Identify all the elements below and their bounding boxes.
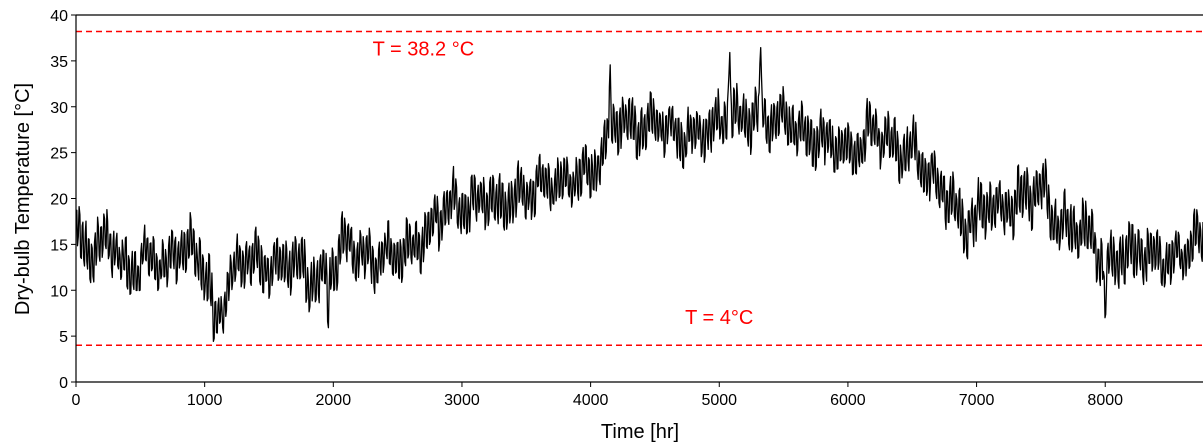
x-tick-label: 5000 bbox=[701, 392, 737, 409]
y-tick-label: 25 bbox=[50, 146, 68, 163]
x-tick-label: 0 bbox=[72, 392, 81, 409]
x-tick-label: 7000 bbox=[959, 392, 995, 409]
x-tick-label: 2000 bbox=[316, 392, 352, 409]
x-tick-label: 6000 bbox=[830, 392, 866, 409]
reference-lines: T = 38.2 °C T = 4°C bbox=[76, 30, 1203, 347]
y-tick-label: 30 bbox=[50, 100, 68, 117]
y-tick-label: 10 bbox=[50, 283, 68, 300]
y-tick-label: 35 bbox=[50, 54, 68, 71]
reference-label-1: T = 4°C bbox=[685, 307, 753, 329]
reference-label-0: T = 38.2 °C bbox=[373, 38, 475, 60]
y-tick-label: 5 bbox=[59, 329, 68, 346]
tick-labels: 0 1000 2000 3000 4000 5000 6000 7000 8000 0 5 10 15 2… bbox=[50, 8, 1123, 409]
x-tick-label: 4000 bbox=[573, 392, 609, 409]
y-axis-label: Dry-bulb Temperature [°C] bbox=[12, 83, 34, 315]
x-tick-label: 1000 bbox=[187, 392, 223, 409]
series-layer bbox=[76, 47, 1203, 343]
x-tick-label: 8000 bbox=[1087, 392, 1123, 409]
x-axis-label: Time [hr] bbox=[601, 421, 679, 443]
x-tick-label: 3000 bbox=[444, 392, 480, 409]
y-tick-label: 40 bbox=[50, 8, 68, 25]
series-line-0 bbox=[76, 47, 1203, 343]
y-tick-label: 20 bbox=[50, 192, 68, 209]
y-tick-label: 15 bbox=[50, 237, 68, 254]
y-tick-label: 0 bbox=[59, 375, 68, 392]
